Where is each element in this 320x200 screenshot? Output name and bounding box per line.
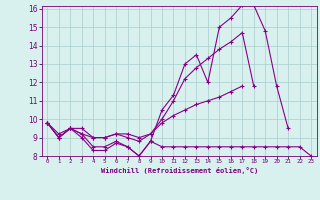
X-axis label: Windchill (Refroidissement éolien,°C): Windchill (Refroidissement éolien,°C) [100, 167, 258, 174]
